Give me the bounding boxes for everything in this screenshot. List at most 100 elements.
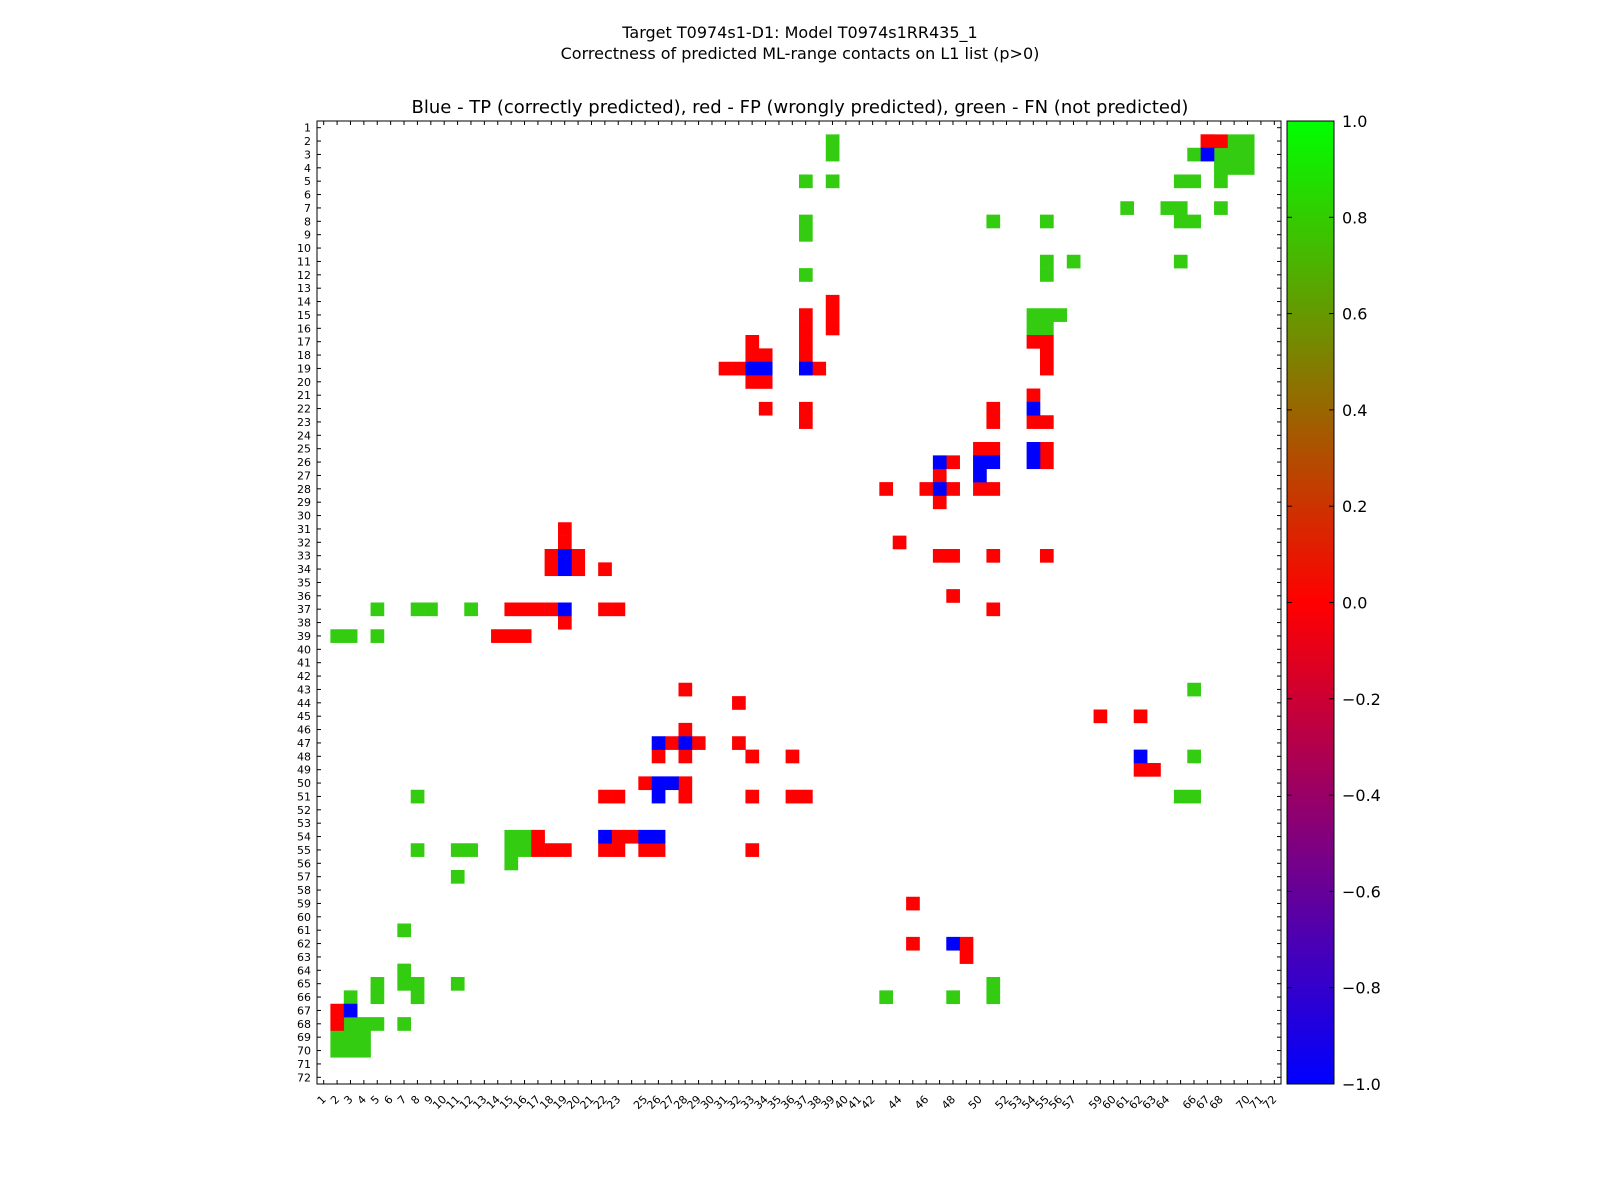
- cell-fn-37-12: [464, 602, 478, 617]
- y-tick-label-8: 8: [304, 215, 311, 228]
- cell-fp-49-62: [1133, 763, 1148, 777]
- y-tick-label-56: 56: [297, 857, 311, 870]
- y-tick-label-34: 34: [297, 563, 311, 576]
- figure-title-line2: Correctness of predicted ML-range contac…: [561, 44, 1040, 63]
- y-tick-label-13: 13: [297, 282, 311, 295]
- cell-fn-7-65: [1173, 201, 1188, 215]
- x-tick-label-8: 8: [408, 1093, 422, 1107]
- cell-fp-48-33: [745, 749, 760, 764]
- cell-fp-48-28: [678, 749, 693, 764]
- colorbar-tick-label-7: −0.4: [1342, 786, 1381, 805]
- x-tick-label-48: 48: [939, 1093, 958, 1112]
- cell-fn-65-51: [986, 977, 1001, 991]
- cell-fn-7-61: [1120, 201, 1135, 215]
- cell-fp-34-20: [571, 562, 586, 577]
- colorbar-tick-label-3: 0.4: [1342, 401, 1367, 420]
- cell-fp-28-51: [986, 482, 1001, 496]
- x-tick-label-68: 68: [1207, 1093, 1226, 1112]
- y-tick-label-3: 3: [304, 148, 311, 161]
- cell-fn-70-4: [357, 1043, 371, 1058]
- y-tick-label-48: 48: [297, 750, 311, 763]
- cell-fn-55-11: [450, 843, 465, 857]
- cell-fp-21-54: [1026, 388, 1041, 403]
- cell-tp-27-50: [973, 468, 987, 483]
- cell-fp-51-33: [745, 789, 760, 804]
- cell-fp-18-34: [758, 348, 773, 363]
- y-tick-label-4: 4: [304, 162, 311, 175]
- cell-fp-17-54: [1026, 335, 1041, 349]
- colorbar-tick-label-9: −0.8: [1342, 979, 1381, 998]
- colorbar-tick-label-6: −0.2: [1342, 690, 1381, 709]
- y-tick-label-42: 42: [297, 670, 311, 683]
- cell-fn-37-8: [410, 602, 425, 617]
- cell-fn-8-55: [1040, 214, 1054, 229]
- cell-fp-68-2: [330, 1017, 345, 1031]
- y-tick-label-12: 12: [297, 269, 311, 282]
- colorbar-tick-label-4: 0.2: [1342, 497, 1367, 516]
- cell-fp-62-45: [906, 936, 920, 951]
- cell-fn-51-66: [1187, 789, 1201, 804]
- cell-fn-66-5: [370, 990, 385, 1005]
- y-tick-label-5: 5: [304, 175, 311, 188]
- cell-fn-16-55: [1040, 321, 1054, 336]
- cell-fn-8-65: [1173, 214, 1188, 229]
- cell-fn-39-3: [343, 629, 358, 643]
- cell-fn-70-3: [343, 1043, 358, 1058]
- cell-tp-47-28: [678, 736, 693, 750]
- cell-tp-3-67: [1200, 147, 1215, 162]
- colorbar-tick-label-1: 0.8: [1342, 208, 1367, 227]
- cell-fn-51-65: [1173, 789, 1188, 804]
- colorbar-tick-label-0: 1.0: [1342, 112, 1367, 131]
- y-tick-label-41: 41: [297, 657, 311, 670]
- colorbar: [1286, 120, 1335, 1085]
- cell-fp-18-33: [745, 348, 760, 363]
- cell-fn-66-8: [410, 990, 425, 1005]
- cell-fn-3-66: [1187, 147, 1201, 162]
- cell-fp-17-55: [1040, 335, 1054, 349]
- cell-tp-33-19: [558, 549, 572, 563]
- cell-fn-12-37: [799, 268, 813, 282]
- cell-fp-37-17: [531, 602, 545, 617]
- cell-fn-66-51: [986, 990, 1001, 1005]
- y-tick-label-60: 60: [297, 911, 311, 924]
- cell-tp-62-48: [946, 936, 960, 951]
- cell-tp-19-34: [758, 361, 773, 376]
- cell-fn-54-16: [517, 829, 532, 844]
- cell-fp-55-18: [544, 843, 559, 857]
- colorbar-tick-label-10: −1.0: [1342, 1075, 1381, 1094]
- cell-fp-22-51: [986, 401, 1001, 416]
- y-tick-label-19: 19: [297, 362, 311, 375]
- cell-tp-50-26: [651, 776, 666, 791]
- cell-fp-39-16: [517, 629, 532, 643]
- cell-fp-28-50: [973, 482, 987, 496]
- y-tick-label-2: 2: [304, 135, 311, 148]
- y-tick-label-67: 67: [297, 1004, 311, 1017]
- cell-fp-55-19: [558, 843, 572, 857]
- cell-fp-22-34: [758, 401, 773, 416]
- y-tick-label-72: 72: [297, 1071, 311, 1084]
- cell-fp-37-15: [504, 602, 519, 617]
- cell-fp-18-55: [1040, 348, 1054, 363]
- cell-tp-54-25: [638, 829, 653, 844]
- cell-fp-45-59: [1093, 709, 1108, 724]
- cell-fp-55-26: [651, 843, 666, 857]
- y-tick-label-71: 71: [297, 1058, 311, 1071]
- y-tick-label-39: 39: [297, 630, 311, 643]
- cell-fp-33-48: [946, 549, 960, 563]
- cell-fn-15-54: [1026, 308, 1041, 322]
- x-tick-label-6: 6: [382, 1093, 396, 1107]
- cell-fn-3-70: [1240, 147, 1255, 162]
- cell-tp-54-26: [651, 829, 666, 844]
- cell-fn-5-66: [1187, 174, 1201, 189]
- cell-fp-48-36: [785, 749, 800, 764]
- y-tick-label-10: 10: [297, 242, 311, 255]
- cell-fn-5-37: [799, 174, 813, 189]
- cell-fn-2-39: [825, 134, 840, 149]
- cell-fp-47-29: [691, 736, 706, 750]
- cell-fp-33-20: [571, 549, 586, 563]
- y-tick-label-53: 53: [297, 817, 311, 830]
- x-tick-label-5: 5: [368, 1093, 382, 1107]
- cell-fn-70-2: [330, 1043, 345, 1058]
